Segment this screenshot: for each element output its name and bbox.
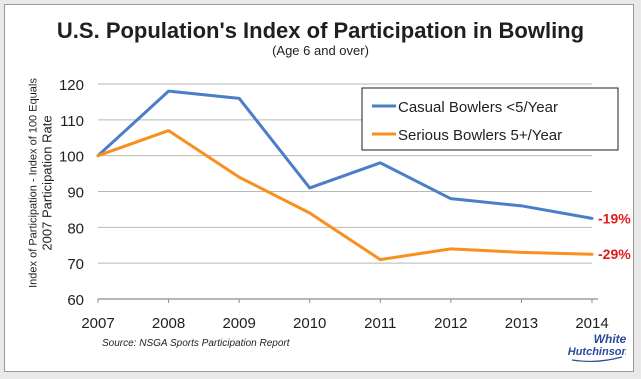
- legend-label-1: Casual Bowlers <5/Year: [398, 99, 558, 116]
- series-end-label-1: -19%: [598, 210, 631, 226]
- y-tick-label: 80: [67, 220, 84, 237]
- x-tick-label: 2012: [434, 315, 467, 332]
- x-tick-label: 2007: [81, 315, 114, 332]
- x-tick-label: 2011: [364, 315, 396, 332]
- series-end-label-2: -29%: [598, 246, 631, 262]
- logo-text-line-2: Hutchinson: [568, 346, 626, 358]
- x-tick-label: 2014: [575, 315, 608, 332]
- legend-box: [361, 87, 619, 151]
- series-line-1: [96, 89, 594, 220]
- logo-text-line-1: White: [594, 332, 626, 346]
- x-tick-label: 2010: [293, 315, 326, 332]
- x-tick-label: 2008: [152, 315, 185, 332]
- legend-label-2: Serious Bowlers 5+/Year: [398, 127, 562, 144]
- source-note: Source: NSGA Sports Participation Report: [102, 338, 290, 349]
- y-tick-label: 100: [59, 149, 84, 166]
- series-line-2: [96, 129, 594, 262]
- logo-swoosh: [571, 356, 623, 363]
- y-tick-label: 70: [67, 256, 84, 273]
- y-tick-label: 120: [59, 77, 84, 94]
- x-tick-label: 2009: [222, 315, 255, 332]
- x-tick-label: 2013: [505, 315, 538, 332]
- chart-title: U.S. Population's Index of Participation…: [56, 18, 585, 43]
- y-tick-label: 90: [67, 185, 84, 202]
- white-hutchinson-logo: White Hutchinson: [568, 332, 626, 363]
- chart-frame: [4, 4, 634, 372]
- y-tick-label: 60: [67, 292, 84, 309]
- chart-subtitle: (Age 6 and over): [272, 43, 369, 58]
- y-tick-label: 110: [60, 113, 84, 130]
